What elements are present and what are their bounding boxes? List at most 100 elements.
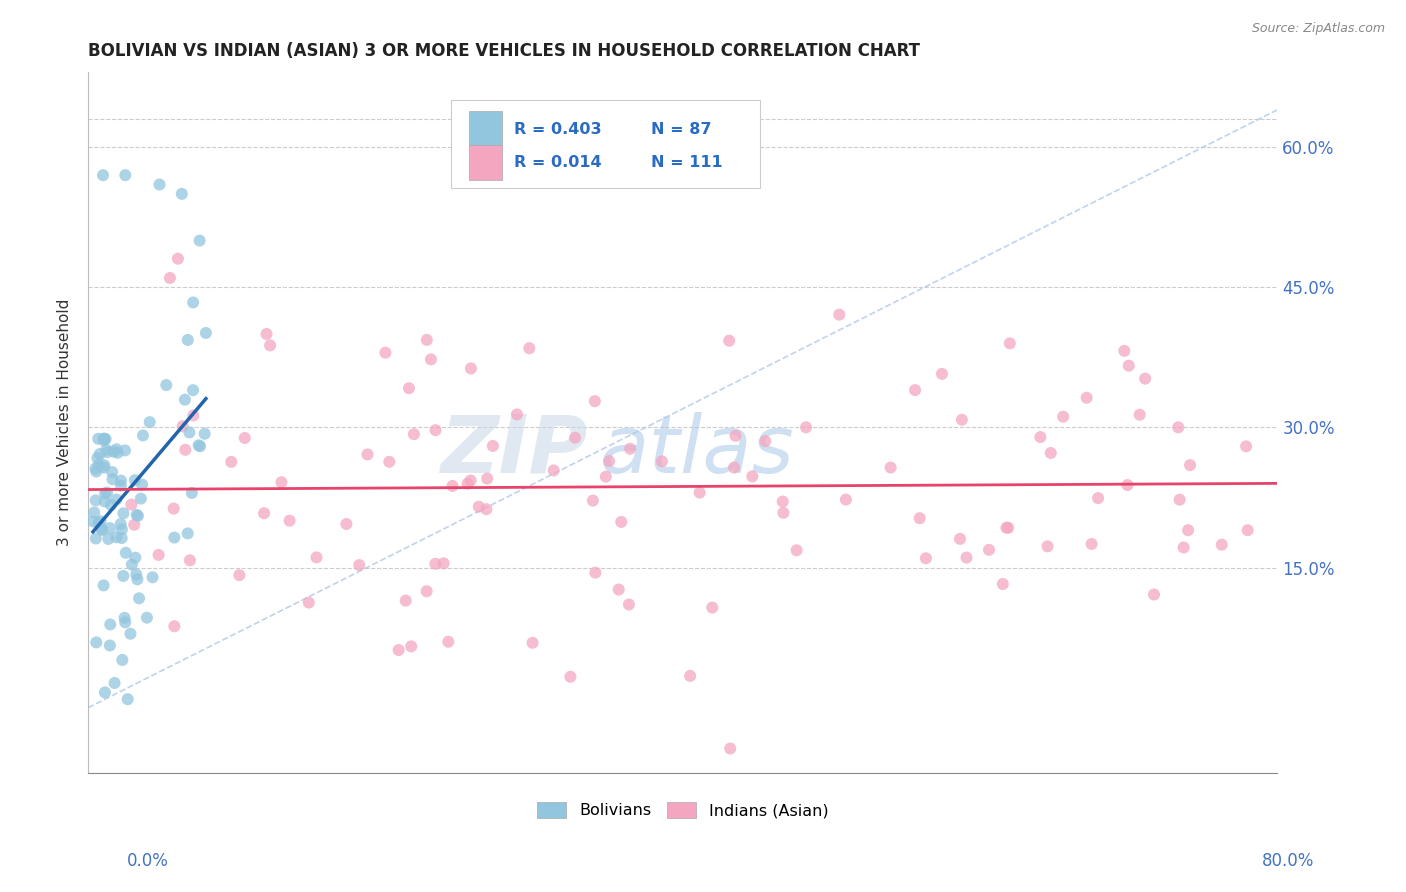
Point: [835, 492, 858, 507]
Point: [96, 445, 118, 459]
Point: [1178, 458, 1201, 472]
Point: [506, 408, 529, 422]
Point: [121, 558, 143, 572]
Text: atlas: atlas: [599, 412, 794, 490]
Point: [305, 550, 328, 565]
Point: [159, 271, 181, 285]
Point: [950, 413, 973, 427]
Point: [86, 451, 108, 466]
Point: [181, 383, 204, 397]
Y-axis label: 3 or more Vehicles in Household: 3 or more Vehicles in Household: [58, 299, 72, 547]
Point: [879, 460, 901, 475]
Point: [398, 381, 420, 395]
Point: [111, 531, 134, 545]
Point: [98, 521, 121, 535]
Point: [689, 485, 711, 500]
Point: [564, 431, 586, 445]
Point: [179, 553, 201, 567]
Point: [457, 476, 479, 491]
Point: [112, 506, 135, 520]
Point: [828, 308, 851, 322]
Point: [110, 474, 132, 488]
Point: [1114, 343, 1136, 358]
Point: [724, 429, 747, 443]
FancyBboxPatch shape: [468, 145, 502, 179]
Text: 80.0%: 80.0%: [1263, 852, 1315, 870]
Point: [416, 333, 439, 347]
Point: [170, 186, 193, 201]
Point: [991, 577, 1014, 591]
Point: [741, 469, 763, 483]
Point: [228, 568, 250, 582]
Point: [114, 168, 136, 182]
Point: [111, 653, 134, 667]
Point: [114, 615, 136, 630]
Text: N = 87: N = 87: [651, 121, 711, 136]
Point: [425, 557, 447, 571]
Point: [915, 551, 938, 566]
Legend: Bolivians, Indians (Asian): Bolivians, Indians (Asian): [531, 796, 835, 825]
Point: [619, 442, 641, 456]
Point: [163, 619, 186, 633]
Point: [1133, 371, 1156, 385]
Text: R = 0.014: R = 0.014: [515, 155, 602, 170]
Text: Source: ZipAtlas.com: Source: ZipAtlas.com: [1251, 22, 1385, 36]
Point: [460, 474, 482, 488]
Point: [259, 338, 281, 352]
Point: [117, 692, 139, 706]
Point: [148, 548, 170, 562]
Point: [84, 493, 107, 508]
Point: [94, 494, 117, 508]
Point: [468, 500, 491, 514]
Point: [183, 409, 205, 423]
Point: [931, 367, 953, 381]
Text: BOLIVIAN VS INDIAN (ASIAN) 3 OR MORE VEHICLES IN HOUSEHOLD CORRELATION CHART: BOLIVIAN VS INDIAN (ASIAN) 3 OR MORE VEH…: [89, 42, 920, 60]
Point: [582, 493, 605, 508]
Point: [174, 392, 197, 407]
Point: [298, 596, 321, 610]
Point: [93, 578, 115, 592]
Point: [995, 521, 1018, 535]
Point: [718, 334, 741, 348]
Point: [180, 486, 202, 500]
Point: [1029, 430, 1052, 444]
Point: [181, 295, 204, 310]
Point: [1039, 446, 1062, 460]
Point: [90, 522, 112, 536]
Point: [754, 434, 776, 449]
Point: [174, 442, 197, 457]
Point: [1167, 420, 1189, 434]
Point: [87, 432, 110, 446]
Point: [583, 566, 606, 580]
Point: [94, 486, 117, 500]
Point: [233, 431, 256, 445]
Point: [105, 530, 128, 544]
Point: [98, 617, 121, 632]
Point: [112, 569, 135, 583]
Point: [96, 442, 118, 457]
Point: [219, 455, 242, 469]
Point: [98, 639, 121, 653]
Text: 0.0%: 0.0%: [127, 852, 169, 870]
Point: [270, 475, 292, 490]
Point: [135, 610, 157, 624]
Point: [908, 511, 931, 525]
Point: [402, 427, 425, 442]
Point: [794, 420, 817, 434]
Point: [1143, 588, 1166, 602]
Point: [786, 543, 808, 558]
Point: [103, 444, 125, 458]
Point: [163, 531, 186, 545]
Point: [104, 676, 127, 690]
Point: [105, 492, 128, 507]
Point: [111, 522, 134, 536]
Point: [610, 515, 633, 529]
Point: [1177, 523, 1199, 537]
Point: [138, 415, 160, 429]
Point: [702, 600, 724, 615]
Point: [595, 469, 617, 483]
Point: [583, 394, 606, 409]
Point: [83, 505, 105, 519]
Point: [949, 532, 972, 546]
Point: [163, 501, 186, 516]
